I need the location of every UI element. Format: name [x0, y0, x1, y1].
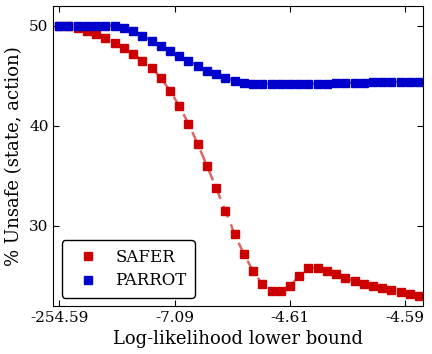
SAFER: [158, 75, 163, 80]
SAFER: [223, 209, 228, 213]
PARROT: [361, 81, 366, 85]
SAFER: [213, 186, 219, 190]
PARROT: [260, 81, 265, 86]
PARROT: [94, 23, 99, 28]
PARROT: [158, 44, 163, 48]
PARROT: [195, 63, 200, 68]
SAFER: [75, 25, 80, 30]
PARROT: [416, 80, 422, 84]
PARROT: [352, 81, 357, 85]
PARROT: [306, 81, 311, 86]
PARROT: [324, 81, 330, 86]
PARROT: [186, 58, 191, 63]
SAFER: [232, 232, 237, 236]
PARROT: [297, 81, 302, 86]
SAFER: [287, 284, 292, 288]
PARROT: [204, 69, 210, 73]
SAFER: [370, 284, 375, 288]
SAFER: [416, 294, 422, 298]
SAFER: [66, 23, 71, 28]
SAFER: [269, 289, 274, 293]
Y-axis label: % Unsafe (state, action): % Unsafe (state, action): [6, 46, 24, 266]
SAFER: [103, 35, 108, 40]
PARROT: [66, 23, 71, 28]
SAFER: [186, 122, 191, 126]
PARROT: [232, 79, 237, 83]
SAFER: [278, 289, 283, 293]
PARROT: [57, 23, 62, 28]
SAFER: [84, 28, 89, 33]
PARROT: [130, 28, 136, 33]
SAFER: [315, 266, 320, 270]
PARROT: [269, 81, 274, 86]
PARROT: [380, 80, 385, 84]
Line: SAFER: SAFER: [55, 22, 423, 300]
SAFER: [140, 58, 145, 63]
PARROT: [213, 72, 219, 76]
SAFER: [57, 23, 62, 28]
PARROT: [251, 81, 256, 86]
SAFER: [94, 32, 99, 36]
PARROT: [315, 81, 320, 86]
PARROT: [103, 23, 108, 28]
SAFER: [195, 142, 200, 146]
PARROT: [140, 34, 145, 38]
PARROT: [343, 81, 348, 85]
SAFER: [361, 282, 366, 286]
SAFER: [167, 88, 172, 93]
SAFER: [324, 269, 330, 273]
SAFER: [121, 46, 127, 50]
SAFER: [398, 290, 403, 294]
Line: PARROT: PARROT: [55, 22, 423, 87]
SAFER: [130, 52, 136, 56]
PARROT: [84, 23, 89, 28]
PARROT: [389, 80, 394, 84]
PARROT: [370, 80, 375, 84]
SAFER: [112, 40, 117, 45]
SAFER: [306, 266, 311, 270]
PARROT: [241, 81, 246, 85]
PARROT: [112, 23, 117, 28]
Legend: SAFER, PARROT: SAFER, PARROT: [62, 240, 195, 298]
PARROT: [287, 81, 292, 86]
PARROT: [177, 53, 182, 58]
PARROT: [407, 80, 413, 84]
SAFER: [241, 252, 246, 256]
SAFER: [407, 292, 413, 296]
SAFER: [389, 288, 394, 292]
SAFER: [177, 104, 182, 108]
PARROT: [278, 81, 283, 86]
PARROT: [121, 25, 127, 30]
SAFER: [380, 286, 385, 290]
PARROT: [398, 80, 403, 84]
SAFER: [204, 164, 210, 168]
SAFER: [334, 272, 339, 276]
SAFER: [352, 279, 357, 283]
PARROT: [223, 75, 228, 80]
SAFER: [251, 269, 256, 273]
SAFER: [260, 282, 265, 286]
PARROT: [75, 23, 80, 28]
X-axis label: Log-likelihood lower bound: Log-likelihood lower bound: [113, 330, 363, 348]
SAFER: [297, 274, 302, 278]
PARROT: [149, 39, 154, 43]
SAFER: [149, 65, 154, 70]
PARROT: [167, 48, 172, 53]
PARROT: [334, 81, 339, 85]
SAFER: [343, 276, 348, 280]
